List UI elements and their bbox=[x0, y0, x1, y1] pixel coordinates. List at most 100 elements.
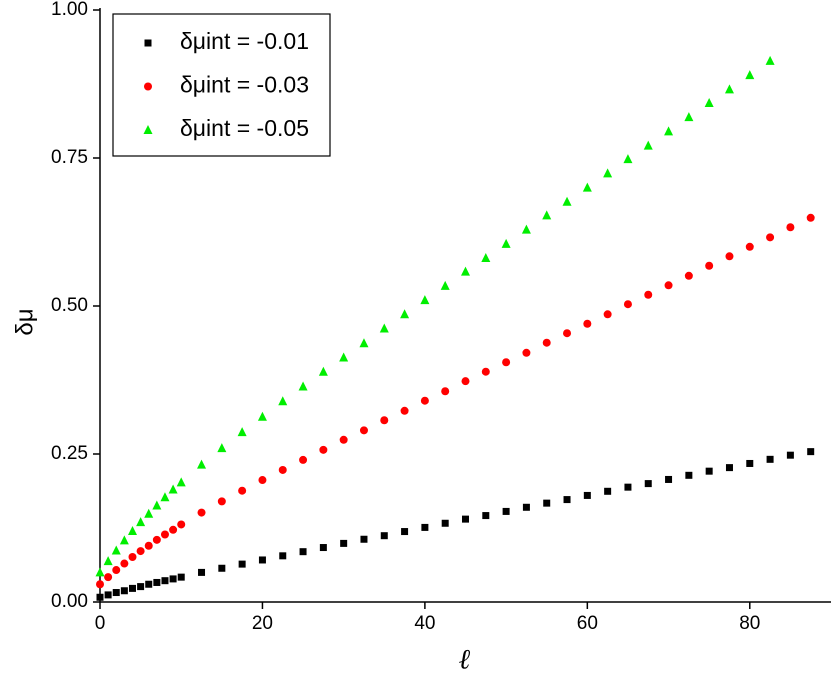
marker bbox=[319, 445, 328, 454]
marker bbox=[441, 519, 449, 527]
marker bbox=[379, 323, 389, 333]
marker bbox=[604, 487, 612, 495]
marker bbox=[339, 352, 349, 362]
marker bbox=[806, 213, 815, 222]
marker bbox=[481, 367, 490, 376]
legend-label: δμint = -0.03 bbox=[180, 72, 309, 98]
legend-label: δμint = -0.01 bbox=[180, 28, 309, 54]
marker bbox=[421, 523, 429, 531]
marker bbox=[144, 508, 154, 518]
marker bbox=[644, 480, 652, 488]
marker bbox=[522, 348, 531, 357]
marker bbox=[705, 261, 714, 270]
marker bbox=[111, 545, 121, 555]
marker bbox=[95, 567, 105, 577]
marker bbox=[96, 580, 104, 589]
marker bbox=[257, 411, 267, 421]
marker bbox=[160, 530, 169, 539]
marker bbox=[169, 575, 177, 583]
marker bbox=[144, 82, 152, 91]
marker bbox=[583, 491, 591, 499]
y-tick-label: 0.75 bbox=[51, 147, 88, 168]
marker bbox=[145, 580, 153, 588]
marker bbox=[461, 266, 470, 276]
marker bbox=[169, 525, 178, 534]
marker bbox=[237, 427, 247, 437]
marker bbox=[501, 238, 511, 248]
marker bbox=[299, 548, 307, 556]
marker bbox=[481, 253, 491, 263]
marker bbox=[279, 552, 287, 560]
marker bbox=[177, 573, 185, 581]
marker bbox=[724, 84, 734, 94]
marker bbox=[542, 338, 551, 347]
marker bbox=[543, 499, 551, 507]
marker bbox=[664, 126, 674, 136]
marker bbox=[120, 559, 129, 568]
marker bbox=[104, 591, 112, 599]
marker bbox=[103, 556, 113, 566]
marker bbox=[197, 459, 207, 469]
marker bbox=[482, 512, 490, 520]
marker bbox=[319, 544, 327, 552]
marker bbox=[644, 290, 653, 299]
legend-label: δμint = -0.05 bbox=[180, 115, 309, 141]
marker bbox=[176, 477, 186, 487]
y-tick-label: 1.00 bbox=[51, 0, 88, 20]
marker bbox=[339, 435, 348, 444]
x-tick-label: 80 bbox=[739, 613, 760, 634]
marker bbox=[119, 535, 129, 545]
marker bbox=[152, 535, 161, 544]
marker bbox=[766, 233, 775, 242]
marker bbox=[360, 535, 368, 543]
marker bbox=[786, 223, 795, 232]
marker bbox=[120, 587, 128, 595]
marker bbox=[562, 196, 572, 206]
marker bbox=[420, 396, 429, 405]
marker bbox=[128, 553, 137, 562]
marker bbox=[359, 426, 368, 435]
marker bbox=[104, 573, 113, 582]
marker bbox=[318, 366, 328, 376]
marker bbox=[643, 140, 653, 150]
marker bbox=[603, 310, 612, 319]
marker bbox=[177, 520, 186, 529]
marker bbox=[197, 508, 206, 517]
marker bbox=[217, 443, 227, 453]
x-tick-label: 20 bbox=[252, 613, 273, 634]
x-tick-label: 60 bbox=[577, 613, 598, 634]
x-tick-label: 40 bbox=[414, 613, 435, 634]
marker bbox=[623, 154, 633, 164]
y-tick-label: 0.25 bbox=[51, 443, 88, 464]
marker bbox=[603, 168, 613, 178]
marker bbox=[136, 547, 145, 556]
marker bbox=[461, 377, 470, 386]
marker bbox=[238, 486, 247, 495]
marker bbox=[144, 541, 153, 550]
marker bbox=[340, 539, 348, 547]
marker bbox=[745, 242, 754, 251]
marker bbox=[127, 525, 137, 535]
marker bbox=[765, 55, 775, 65]
marker bbox=[441, 387, 450, 396]
marker bbox=[96, 593, 104, 601]
marker bbox=[238, 560, 246, 568]
marker bbox=[502, 358, 511, 367]
marker bbox=[112, 589, 120, 597]
marker bbox=[400, 406, 409, 415]
x-tick-label: 0 bbox=[95, 613, 106, 634]
marker bbox=[160, 492, 170, 502]
marker bbox=[807, 448, 815, 456]
marker bbox=[623, 300, 632, 309]
marker bbox=[298, 381, 308, 391]
marker bbox=[218, 564, 226, 572]
marker bbox=[258, 556, 266, 564]
y-tick-label: 0.50 bbox=[51, 295, 88, 316]
marker bbox=[401, 528, 409, 536]
marker bbox=[152, 500, 162, 510]
y-axis-label: δμ bbox=[11, 308, 38, 335]
marker bbox=[725, 464, 733, 472]
y-tick-label: 0.00 bbox=[51, 591, 88, 612]
marker bbox=[198, 568, 206, 576]
